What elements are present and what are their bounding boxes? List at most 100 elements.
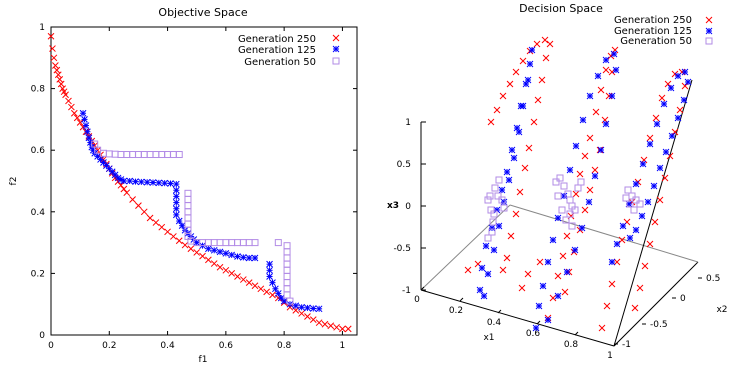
decision-z-axis-label: x3 — [387, 201, 399, 211]
x1-tick-label: 0.8 — [564, 340, 579, 350]
x2-tick-label: 0 — [680, 294, 686, 304]
point3d-generation-250 — [524, 270, 532, 278]
point-generation-125 — [86, 139, 94, 146]
point-generation-250 — [49, 45, 56, 52]
legend-marker-2 — [332, 57, 340, 65]
point3d-generation-50 — [568, 222, 576, 230]
point3d-generation-250 — [581, 152, 589, 160]
point-generation-50 — [158, 151, 166, 159]
point-generation-125 — [84, 128, 91, 136]
point3d-generation-125 — [571, 246, 579, 254]
point-generation-125 — [292, 302, 300, 310]
point3d-generation-250 — [618, 236, 626, 244]
point3d-generation-125 — [619, 222, 627, 230]
point3d-generation-125 — [560, 192, 568, 200]
x1-tick-label: 0.2 — [449, 306, 463, 316]
point-generation-250 — [56, 76, 64, 83]
point3d-generation-125 — [613, 240, 621, 248]
point-generation-250 — [53, 66, 61, 74]
point-generation-125 — [298, 303, 305, 311]
point3d-generation-50 — [484, 234, 492, 242]
point-generation-125 — [143, 178, 151, 186]
point-generation-125 — [132, 178, 139, 185]
point-generation-125 — [167, 180, 174, 187]
point3d-generation-125 — [644, 198, 652, 206]
point-generation-125 — [266, 260, 273, 268]
point3d-generation-125 — [656, 164, 664, 172]
decision-legend-markers — [705, 16, 713, 45]
x1-tick-label: 0.4 — [487, 318, 502, 328]
point-generation-125 — [82, 122, 90, 129]
point3d-generation-125 — [544, 258, 552, 266]
point3d-generation-50 — [571, 206, 579, 214]
point3d-generation-250 — [611, 46, 619, 54]
point-generation-250 — [140, 208, 148, 216]
point-generation-125 — [315, 305, 323, 313]
point3d-generation-50 — [566, 210, 574, 218]
point3d-generation-125 — [572, 142, 580, 150]
point-generation-250 — [251, 282, 259, 290]
point3d-generation-250 — [601, 116, 609, 124]
point-generation-250 — [263, 288, 271, 296]
point3d-generation-250 — [664, 80, 672, 88]
decision-legend-marker-0 — [705, 16, 713, 24]
x-tick-label: 0.6 — [219, 341, 234, 351]
point-generation-50 — [274, 239, 282, 247]
point3d-generation-50 — [577, 178, 585, 186]
point3d-generation-250 — [641, 262, 649, 270]
point3d-generation-250 — [681, 82, 689, 90]
point-generation-250 — [54, 71, 62, 79]
point-generation-125 — [228, 251, 236, 259]
point-generation-125 — [79, 109, 87, 117]
point3d-generation-250 — [542, 54, 550, 62]
point3d-generation-125 — [608, 258, 616, 266]
decision-z-ticks: -1 -0.5 0 0.5 1 — [393, 118, 426, 296]
z-tick-label: -1 — [402, 286, 411, 296]
objective-x-axis-label: f1 — [199, 355, 208, 365]
point-generation-250 — [333, 323, 340, 331]
decision-x1-axis-label: x1 — [483, 333, 494, 343]
point-generation-50 — [184, 189, 192, 197]
point-generation-125 — [234, 253, 241, 260]
point-generation-50 — [111, 150, 119, 158]
x1-tick-mark — [420, 286, 425, 291]
point3d-generation-250 — [512, 68, 520, 76]
point3d-generation-250 — [563, 232, 571, 240]
x1-axis-line — [420, 289, 615, 347]
point-generation-50 — [234, 239, 242, 247]
point3d-generation-250 — [671, 128, 679, 136]
point3d-generation-50 — [622, 194, 630, 202]
objective-y-axis-label: f2 — [9, 177, 19, 186]
point-generation-250 — [73, 114, 81, 122]
decision-legend-marker-2 — [705, 37, 713, 45]
point-generation-50 — [129, 151, 137, 159]
point-generation-125 — [172, 186, 180, 194]
point3d-generation-125 — [667, 84, 675, 92]
point-generation-50 — [283, 279, 291, 287]
legend-marker-0 — [332, 34, 340, 42]
point-generation-50 — [210, 239, 218, 247]
point3d-generation-125 — [549, 236, 557, 244]
point3d-generation-125 — [608, 92, 616, 100]
point3d-generation-250 — [512, 210, 520, 218]
point-generation-125 — [120, 177, 128, 185]
point3d-generation-50 — [624, 186, 632, 194]
point3d-generation-125 — [544, 316, 552, 324]
point3d-generation-250 — [519, 57, 527, 65]
point-generation-250 — [309, 316, 317, 323]
point-generation-50 — [283, 248, 291, 256]
point3d-generation-125 — [610, 50, 618, 58]
point3d-generation-125 — [594, 72, 602, 80]
point3d-generation-50 — [560, 182, 568, 190]
point3d-generation-250 — [592, 108, 600, 116]
point-generation-250 — [68, 103, 75, 111]
point3d-generation-125 — [681, 68, 689, 76]
point-generation-50 — [283, 272, 291, 280]
point-generation-125 — [266, 273, 273, 280]
x1-tick-mark — [497, 309, 502, 314]
point-generation-125 — [222, 250, 230, 257]
z-tick-label: -0.5 — [393, 244, 411, 254]
point3d-generation-125 — [503, 168, 511, 176]
point3d-generation-125 — [554, 292, 562, 300]
